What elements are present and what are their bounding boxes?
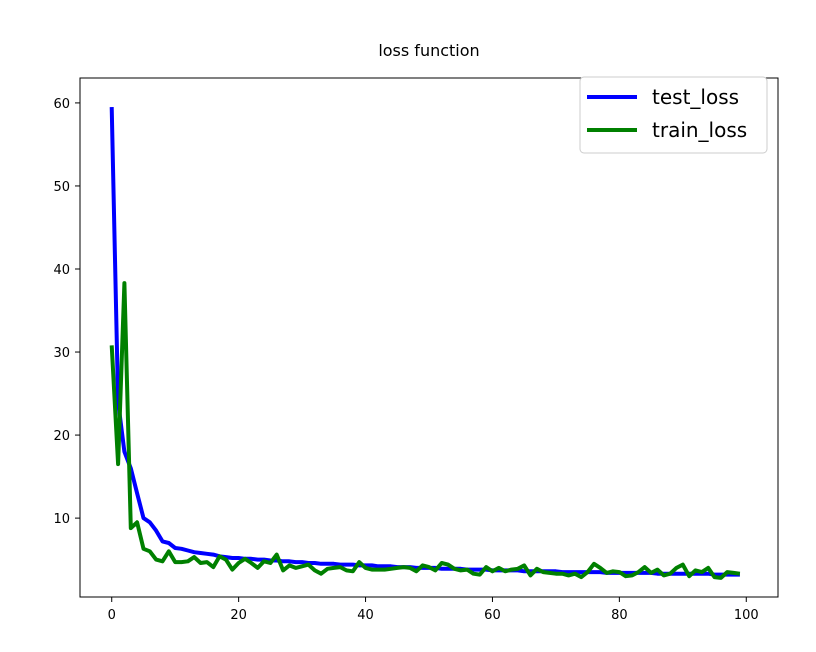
x-tick-label: 80	[611, 608, 628, 623]
y-tick-label: 10	[53, 512, 70, 527]
x-axis-ticks: 0 20 40 60 80 100	[108, 597, 759, 623]
y-tick-label: 50	[53, 180, 70, 195]
legend-label-test-loss: test_loss	[652, 85, 739, 109]
y-tick-label: 30	[53, 346, 70, 361]
x-tick-label: 20	[230, 608, 247, 623]
chart-title: loss function	[378, 41, 479, 60]
legend-label-train-loss: train_loss	[652, 118, 747, 142]
axes-frame	[79, 77, 779, 598]
series-line-train-loss	[109, 281, 741, 580]
plot-lines	[109, 107, 741, 580]
y-tick-label: 40	[53, 263, 70, 278]
x-tick-label: 100	[734, 608, 759, 623]
y-axis-ticks: 10 20 30 40 50 60	[53, 97, 80, 527]
series-line-test-loss	[109, 107, 740, 577]
x-tick-label: 0	[108, 608, 116, 623]
x-tick-label: 60	[484, 608, 501, 623]
y-tick-label: 60	[53, 97, 70, 112]
y-tick-label: 20	[53, 429, 70, 444]
legend: test_loss train_loss	[579, 76, 768, 154]
x-tick-label: 40	[357, 608, 374, 623]
